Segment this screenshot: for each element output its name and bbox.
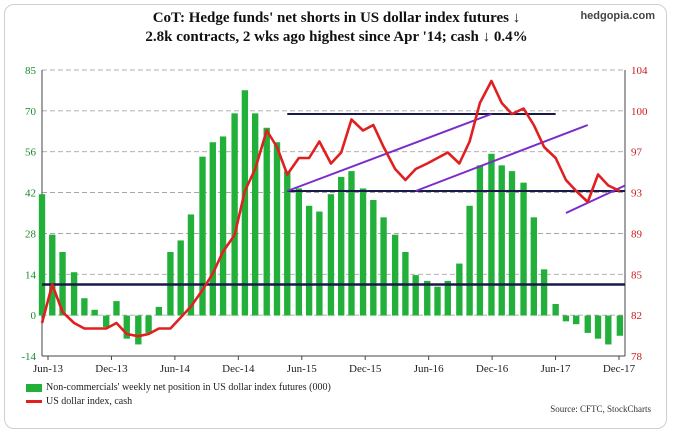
bar: [155, 306, 163, 316]
y-left-tick-label: -14: [21, 351, 36, 363]
bar: [49, 234, 56, 316]
bar: [348, 171, 355, 316]
bar: [273, 142, 281, 316]
y-right-tick-label: 78: [631, 351, 643, 363]
bar: [444, 280, 451, 316]
y-left-tick-label: 70: [25, 106, 37, 118]
bar: [145, 315, 152, 333]
y-left-tick-label: 28: [25, 228, 37, 240]
trend-line-upper-1: [286, 113, 492, 192]
x-tick-label: Jun-17: [541, 363, 571, 375]
bar: [573, 315, 580, 325]
x-tick-label: Dec-15: [349, 363, 382, 375]
bar: [498, 165, 505, 316]
x-tick-label: Jun-15: [287, 363, 317, 375]
bar: [219, 136, 227, 316]
y-right-tick-label: 89: [631, 228, 643, 240]
y-right-tick-label: 100: [631, 106, 648, 118]
source-note: Source: CFTC, StockCharts: [550, 404, 651, 414]
bar: [562, 315, 570, 322]
bar: [530, 217, 538, 316]
bar: [380, 217, 387, 316]
bar: [263, 127, 270, 316]
bar: [295, 188, 303, 316]
bar: [231, 113, 238, 316]
legend-bars: Non-commercials' weekly net position in …: [26, 382, 331, 393]
bar: [370, 200, 377, 316]
y-left-tick-label: 85: [25, 65, 37, 77]
bar: [594, 315, 602, 339]
bar: [103, 315, 110, 328]
bar: [70, 272, 78, 316]
bar: [305, 205, 313, 316]
bar: [113, 301, 120, 316]
y-left-tick-label: 14: [25, 269, 37, 281]
x-tick-label: Jun-13: [33, 363, 63, 375]
bar: [177, 240, 184, 316]
bar: [456, 263, 463, 316]
chart-title-line-2: 2.8k contracts, 2 wks ago highest since …: [145, 29, 528, 45]
y-left-tick-label: 0: [31, 310, 37, 322]
y-right-tick-label: 97: [631, 147, 643, 159]
legend-swatch-line: [26, 400, 42, 403]
legend-swatch-bars: [26, 383, 42, 392]
y-right-tick-label: 93: [631, 188, 643, 200]
bar: [476, 165, 484, 316]
bar: [412, 275, 419, 316]
bar: [199, 156, 206, 316]
bar: [584, 315, 591, 333]
trend-line-upper-2: [415, 124, 589, 192]
legend-line-label: US dollar index, cash: [46, 396, 133, 407]
bar: [605, 315, 612, 345]
bar: [209, 142, 216, 316]
bar: [241, 90, 249, 316]
y-right-tick-label: 85: [631, 269, 643, 281]
bar: [540, 269, 548, 316]
bar: [38, 194, 46, 316]
legend-line: US dollar index, cash: [26, 396, 132, 407]
chart-frame: [4, 4, 667, 429]
bar: [552, 304, 559, 316]
bar: [424, 280, 431, 316]
y-right-tick-label: 82: [631, 310, 642, 322]
x-tick-label: Jun-16: [414, 363, 444, 375]
dollar-index-line: [40, 79, 621, 338]
x-tick-label: Dec-14: [222, 363, 255, 375]
bar: [508, 171, 516, 316]
bar: [616, 315, 624, 336]
y-left-tick-label: 56: [25, 147, 37, 159]
bar: [327, 194, 335, 316]
y-right-tick-label: 104: [631, 65, 648, 77]
bar: [284, 171, 291, 316]
x-tick-label: Dec-17: [603, 363, 636, 375]
bar: [81, 298, 88, 316]
bar: [251, 113, 259, 316]
x-tick-label: Dec-13: [95, 363, 128, 375]
bar: [187, 214, 195, 316]
bar: [338, 176, 345, 316]
bar: [488, 153, 495, 316]
x-tick-label: Dec-16: [476, 363, 509, 375]
bar: [316, 211, 323, 316]
bar: [520, 182, 527, 316]
bar: [434, 286, 441, 316]
bar: [91, 309, 98, 316]
legend-bars-label: Non-commercials' weekly net position in …: [46, 382, 331, 393]
bar: [135, 315, 142, 345]
bar: [359, 188, 367, 316]
bar: [391, 234, 399, 316]
bar: [466, 205, 473, 316]
bar: [123, 315, 130, 339]
chart-title-line-1: CoT: Hedge funds' net shorts in US dolla…: [152, 10, 521, 26]
watermark: hedgopia.com: [580, 10, 655, 22]
x-tick-label: Jun-14: [160, 363, 190, 375]
y-left-tick-label: 42: [25, 188, 36, 200]
